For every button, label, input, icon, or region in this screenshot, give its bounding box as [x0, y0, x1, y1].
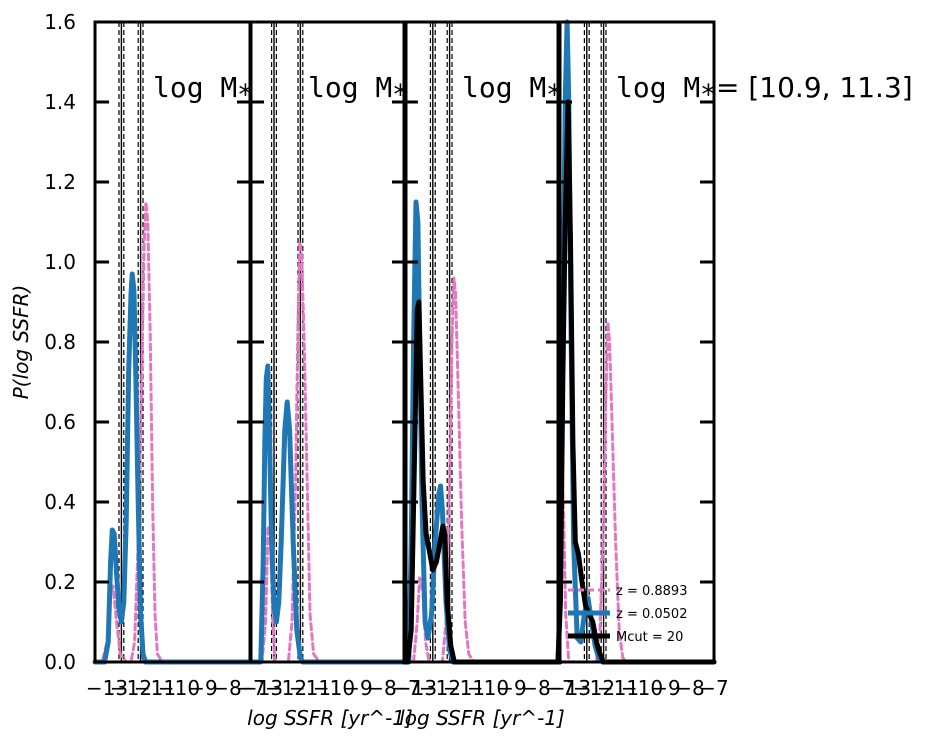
- ytick-label-4: 0.6: [44, 410, 76, 434]
- panel-2-blue-curve: [247, 363, 409, 665]
- ytick-label-1: 0.0: [44, 650, 76, 674]
- panel-3-xtick-label-3: −11: [443, 676, 485, 700]
- panel-3-pink-curve: [402, 276, 562, 664]
- panel-2-pink-curve: [248, 240, 408, 664]
- panel-2-xtick-label-6: −8: [367, 676, 396, 700]
- panel-4-black-curve: [555, 99, 717, 665]
- panel-1-xtick-label-7: −7: [236, 676, 265, 700]
- ytick-label-7: 1.2: [44, 170, 76, 194]
- y-axis-label: P(log SSFR): [9, 285, 33, 400]
- panel-2-xtick-label-1: −13: [241, 676, 283, 700]
- panel-1-xtick-label-5: −9: [188, 676, 217, 700]
- panel-4-xtick-label-6: −8: [675, 676, 704, 700]
- panel-2-mass-label: log M: [308, 71, 392, 104]
- guide-lines: [118, 22, 607, 662]
- panel-1-xtick-label-2: −12: [110, 676, 152, 700]
- panel-2-xtick-label-2: −12: [265, 676, 307, 700]
- panel-3-blue-curve: [401, 199, 563, 665]
- panel-2-mass-subscript: *: [392, 78, 409, 111]
- panel-1-xtick-label-3: −11: [134, 676, 176, 700]
- panel-4-xtick-label-1: −13: [549, 676, 591, 700]
- panel-3-frame: [402, 20, 562, 664]
- ytick-label-2: 0.2: [44, 570, 76, 594]
- panel-1-mass-subscript: *: [237, 78, 254, 111]
- panel-1-xtick-label-1: −13: [86, 676, 128, 700]
- panel-3-xtick-label-4: −10: [467, 676, 509, 700]
- panel-4-mass-range: = [10.9, 11.3]: [716, 71, 913, 104]
- ytick-label-5: 0.8: [44, 330, 76, 354]
- panel-3-xtick-label-6: −8: [521, 676, 550, 700]
- panel-2-xtick-label-5: −9: [343, 676, 372, 700]
- panel-4-xtick-label-7: −7: [699, 676, 728, 700]
- legend-entry-1: z = 0.8893: [616, 584, 687, 599]
- panel-1-mass-label: log M: [153, 71, 237, 104]
- ytick-label-3: 0.4: [44, 490, 76, 514]
- ytick-label-8: 1.4: [44, 90, 76, 114]
- panel-4-xtick-label-3: −11: [597, 676, 639, 700]
- panel-3-xtick-label-1: −13: [395, 676, 437, 700]
- ytick-label-9: 1.6: [44, 10, 76, 34]
- panel-4-xtick-label-4: −10: [621, 676, 663, 700]
- panel-2-xtick-label-7: −7: [391, 676, 420, 700]
- x-axis-label-2: log SSFR [yr^-1]: [399, 706, 565, 730]
- panel-3-black-curve: [401, 299, 563, 665]
- panel-3-xtick-label-5: −9: [497, 676, 526, 700]
- panel-2-xtick-label-4: −10: [313, 676, 355, 700]
- legend-entry-2: z = 0.0502: [616, 607, 687, 622]
- ytick-label-6: 1.0: [44, 250, 76, 274]
- panel-1-xtick-label-6: −8: [212, 676, 241, 700]
- panel-4-xtick-label-2: −12: [573, 676, 615, 700]
- panel-1-blue-curve: [92, 271, 254, 665]
- panel-3-xtick-label-2: −12: [419, 676, 461, 700]
- panel-4-xtick-label-5: −9: [651, 676, 680, 700]
- panel-3-mass-label: log M: [462, 71, 546, 104]
- panel-4-mass-label: log M: [616, 71, 700, 104]
- legend-entry-3: Mcut = 20: [616, 630, 683, 645]
- panel-2-xtick-label-3: −11: [289, 676, 331, 700]
- panel-3-xtick-label-7: −7: [545, 676, 574, 700]
- panel-3-mass-subscript: *: [546, 78, 563, 111]
- panel-1-xtick-label-4: −10: [158, 676, 200, 700]
- x-axis-label-1: log SSFR [yr^-1]: [247, 706, 413, 730]
- panel-4-mass-subscript: *: [700, 78, 717, 111]
- frames: [93, 20, 716, 664]
